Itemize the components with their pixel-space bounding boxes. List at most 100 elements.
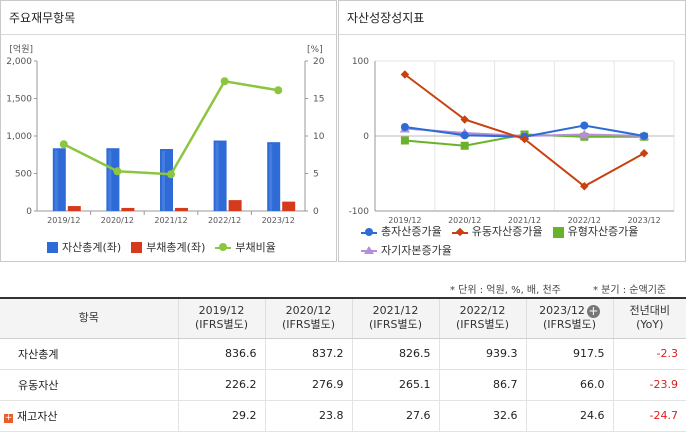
x-tick-label: 2019/12: [47, 216, 80, 225]
legend-item[interactable]: 자산총계(좌): [47, 239, 121, 255]
header-year: 2020/12: [285, 304, 332, 318]
financial-items-chart: [억원] [%] 0 500 1,000 1,500 2,000 0 5 10 15 20 2019/1…: [6, 43, 325, 225]
bar-highlight: [215, 142, 219, 211]
table-cell: 939.3: [438, 338, 526, 370]
legend-swatch: [451, 227, 468, 238]
header-item: 항목: [0, 298, 178, 339]
table-cell: 29.2: [177, 400, 265, 432]
y-tick-label-left: 1,500: [6, 95, 32, 105]
header-yoy-sub: (YoY): [636, 318, 664, 332]
legend-swatch: [552, 226, 564, 238]
legend-label: 총자산증가율: [381, 225, 442, 238]
legend-item[interactable]: 유동자산증가율: [451, 224, 543, 240]
expand-icon[interactable]: +: [4, 412, 13, 423]
table-cell: 23.8: [264, 400, 352, 432]
y-axis-unit-left: [억원]: [9, 43, 33, 55]
x-tick-label: 2022/12: [208, 216, 241, 225]
header-yoy-label: 전년대비: [629, 304, 670, 318]
table-cell: 86.7: [438, 369, 526, 401]
y-tick-label-left: 1,000: [6, 132, 32, 142]
yoy-cell: -2.3: [612, 338, 686, 370]
y-axis-unit-right: [%]: [307, 45, 323, 55]
legend-label: 부채총계(좌): [146, 241, 206, 254]
legend-item[interactable]: 유형자산증가율: [552, 224, 639, 240]
header-col-5: 2023/12 + (IFRS별도): [525, 298, 613, 339]
x-tick-label: 2023/12: [262, 216, 295, 225]
point-tangible-assets: [400, 136, 409, 145]
bar-total-assets: [213, 140, 227, 211]
legend-label: 자산총계(좌): [62, 241, 122, 254]
point-total-assets: [640, 132, 649, 140]
period-note: * 분기 : 순액기준: [593, 285, 667, 296]
debt-ratio-point: [167, 170, 175, 179]
point-current-assets: [580, 182, 589, 191]
financial-items-panel: 주요재무항목 [억원] [%] 0 500 1,000 1,500 2,000 0 5 10 15 2…: [0, 0, 337, 262]
table-cell: 66.0: [525, 369, 613, 401]
point-equity: [579, 129, 590, 139]
header-year: 2023/12: [539, 304, 585, 318]
y-tick-label-right: 10: [313, 132, 325, 142]
table-cell: 276.9: [264, 369, 352, 401]
x-tick-label: 2023/12: [627, 216, 660, 225]
bar-highlight: [108, 150, 112, 211]
y-tick-label-left: 2,000: [6, 57, 32, 67]
table-header-row: 항목 2019/12 (IFRS별도) 2020/12 (IFRS별도) 202…: [0, 298, 686, 339]
point-total-assets: [400, 123, 409, 131]
row-label-text: 재고자산: [17, 409, 58, 423]
yoy-cell: -24.7: [612, 400, 686, 432]
header-basis: (IFRS별도): [194, 318, 249, 332]
header-col-1: 2019/12 (IFRS별도): [177, 298, 265, 339]
legend-label: 유동자산증가율: [471, 225, 543, 238]
table-cell: 836.6: [177, 338, 265, 370]
bar-total-assets: [160, 149, 173, 211]
units-note: * 단위 : 억원, %, 배, 천주: [450, 285, 561, 296]
table-cell: 837.2: [264, 338, 352, 370]
legend-swatch: [361, 227, 377, 238]
table-cell: 27.6: [351, 400, 439, 432]
legend-item[interactable]: 자기자본증가율: [361, 243, 452, 259]
bar-total-liabilities: [121, 207, 135, 211]
legend-item[interactable]: 부채총계(좌): [131, 239, 205, 255]
row-label-text: 유동자산: [18, 378, 59, 392]
bar-total-liabilities: [175, 207, 188, 211]
y-tick-label-left: 0: [26, 207, 32, 217]
header-col-4: 2022/12 (IFRS별도): [438, 298, 526, 339]
x-tick-label: 2019/12: [388, 216, 421, 225]
x-tick-label: 2021/12: [154, 216, 187, 225]
table-cell: 917.5: [525, 338, 613, 370]
legend-item[interactable]: 총자산증가율: [361, 224, 442, 240]
bar-total-liabilities: [67, 206, 81, 211]
header-year: 2019/12: [198, 304, 245, 318]
header-basis: (IFRS별도): [281, 318, 336, 332]
legend-swatch: [215, 242, 232, 253]
asset-growth-chart: -100 0 100 2019/12 2020/12 2021/12 2022/12 2023…: [349, 57, 675, 225]
panel-title: 주요재무항목: [1, 1, 336, 35]
legend-swatch: [131, 241, 143, 253]
point-current-assets: [639, 149, 649, 158]
debt-ratio-point: [113, 167, 122, 176]
table-row: 유동자산 226.2 276.9 265.1 86.7 66.0 -23.9: [0, 369, 686, 401]
legend-item[interactable]: 부채비율: [215, 239, 276, 255]
header-basis: (IFRS별도): [542, 318, 597, 332]
table-cell: 826.5: [351, 338, 439, 370]
bar-total-assets: [106, 148, 120, 211]
header-year: 2022/12: [459, 304, 506, 318]
legend-swatch: [361, 245, 377, 256]
y-tick-label: 100: [352, 57, 369, 67]
y-tick-label-right: 20: [313, 57, 325, 67]
header-basis: (IFRS별도): [455, 318, 510, 332]
point-total-assets: [460, 131, 469, 140]
header-yoy: 전년대비 (YoY): [612, 298, 686, 339]
legend-label: 유형자산증가율: [567, 225, 639, 238]
add-column-icon[interactable]: +: [586, 303, 600, 318]
bar-total-liabilities: [282, 201, 296, 211]
y-tick-label-right: 15: [313, 95, 324, 105]
table-cell: 24.6: [525, 400, 613, 432]
point-total-assets: [580, 121, 589, 130]
row-label[interactable]: + 재고자산: [0, 400, 178, 432]
x-tick-label: 2021/12: [508, 216, 541, 225]
legend-label: 자기자본증가율: [381, 243, 452, 257]
header-year: 2021/12: [372, 304, 419, 318]
bar-total-assets: [52, 148, 66, 211]
